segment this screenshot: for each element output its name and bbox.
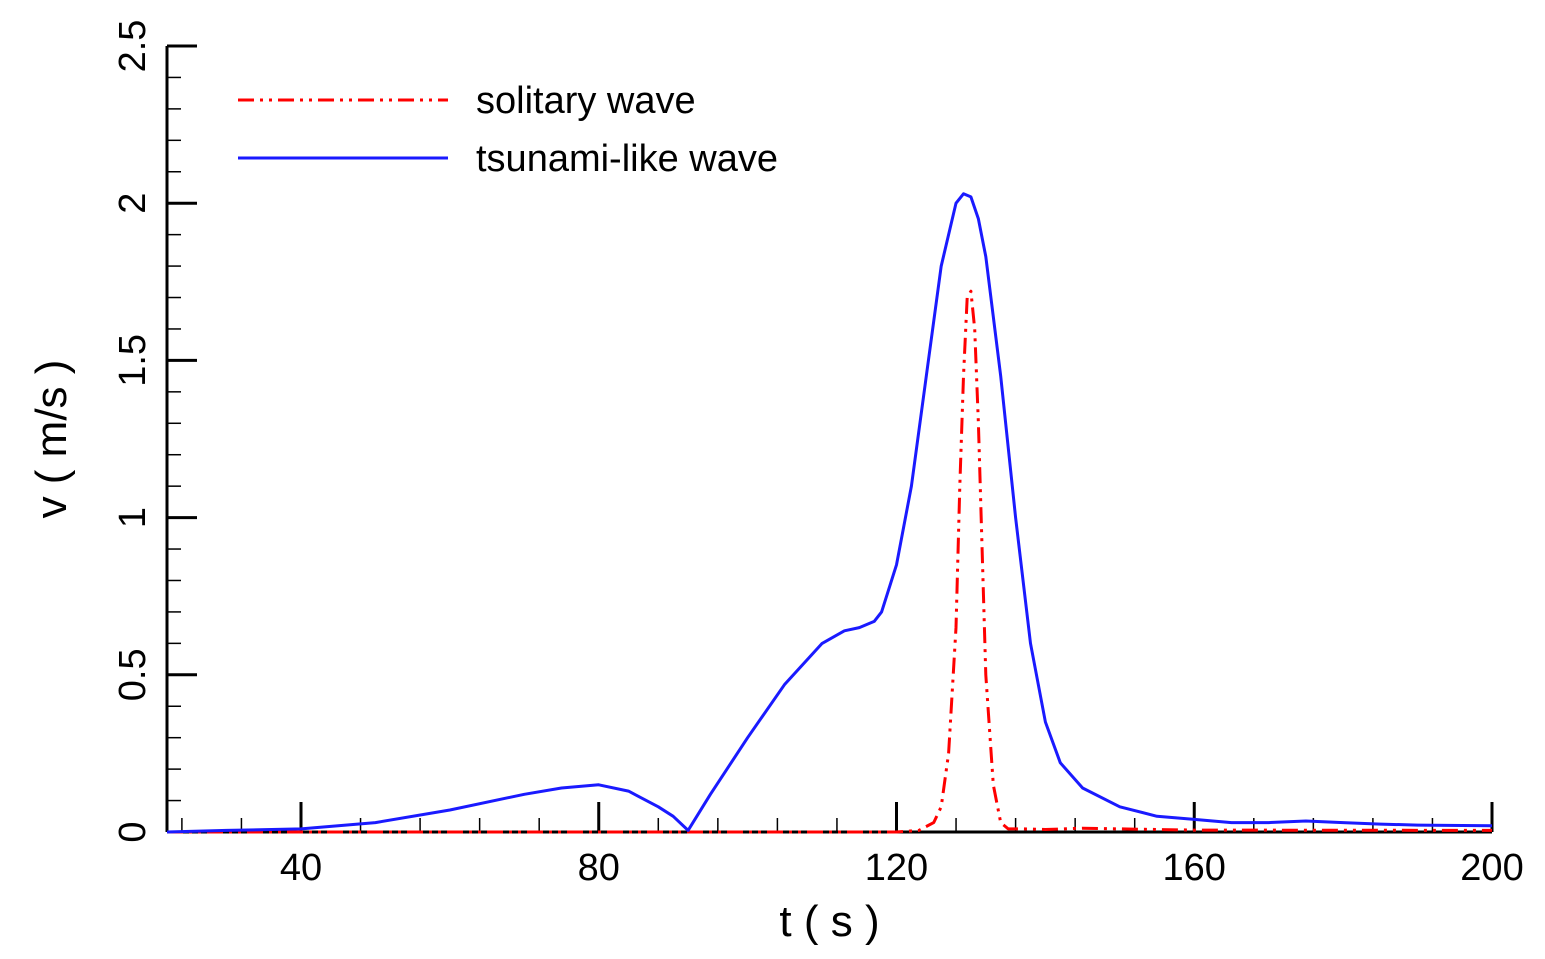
series-line-solitary-wave <box>167 289 1493 834</box>
legend: solitary wave tsunami-like wave <box>238 80 778 180</box>
y-tick-label: 0 <box>112 821 154 842</box>
series <box>166 192 1493 834</box>
axes <box>165 46 1492 834</box>
y-tick-label: 2 <box>112 193 154 214</box>
x-tick-label: 80 <box>578 847 620 889</box>
series-line-tsunami-like-wave <box>166 192 1493 834</box>
y-tick-label: 1.5 <box>112 334 154 387</box>
y-axis-title: v ( m/s ) <box>27 360 76 519</box>
x-tick-label: 120 <box>865 847 928 889</box>
x-tick-label: 160 <box>1163 847 1226 889</box>
legend-label: solitary wave <box>476 80 696 122</box>
x-tick-label: 40 <box>280 847 322 889</box>
ticks: 40 80 120 160 200 0 0.5 1 1.5 2 2.5 <box>112 20 1524 889</box>
legend-label: tsunami-like wave <box>476 138 778 180</box>
x-axis-title: t ( s ) <box>779 897 879 946</box>
x-tick-label: 200 <box>1460 847 1523 889</box>
y-tick-label: 2.5 <box>112 20 154 73</box>
y-tick-label: 1 <box>112 507 154 528</box>
y-tick-label: 0.5 <box>112 648 154 701</box>
